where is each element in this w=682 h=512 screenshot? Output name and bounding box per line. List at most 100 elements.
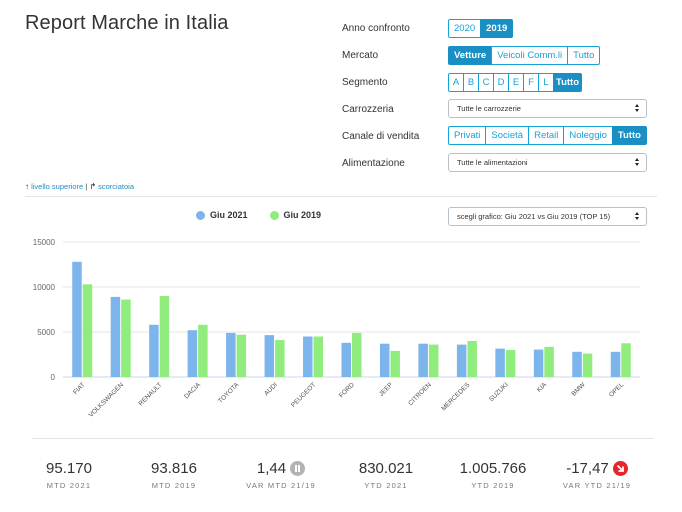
bar [72,261,82,377]
stat-value-text: -17,47 [566,460,609,477]
segmento-l-button[interactable]: L [538,73,554,92]
mercato-vetture-button[interactable]: Vetture [448,46,493,65]
stat-var-ytd: -17,47 VAR YTD 21/19 [542,460,652,490]
stat-var-mtd: 1,44 VAR MTD 21/19 [226,460,336,490]
chart-legend: Giu 2021 Giu 2019 [196,210,343,220]
bar [572,351,582,377]
divider [32,438,654,439]
bar [390,350,400,377]
x-tick-label: JEEP [378,381,394,397]
legend-item-giu-2019[interactable]: Giu 2019 [269,210,322,220]
bar [582,353,593,377]
segmento-tutto-button[interactable]: Tutto [553,73,582,92]
alimentazione-select-value: Tutte le alimentazioni [457,158,528,167]
mercato-veicoli-comm-button[interactable]: Veicoli Comm.li [491,46,569,65]
filter-label-segmento: Segmento [342,77,388,88]
bar [352,332,362,377]
segmento-b-button[interactable]: B [463,73,479,92]
canale-retail-button[interactable]: Retail [528,126,565,145]
stat-ytd-2019: 1.005.766 YTD 2019 [438,460,548,490]
y-tick-label: 10000 [33,283,56,292]
segmento-toggle: A B C D E F L Tutto [448,73,582,92]
x-tick-label: DACIA [183,381,202,400]
share-arrow-icon: ↱ [89,182,97,191]
nav-links: ↑ livello superiore | ↱ scorciatoia [25,182,134,191]
filter-label-mercato: Mercato [342,50,379,61]
x-tick-label: BMW [571,381,588,398]
bar-chart: 0 5000 10000 15000 FIAT VOLKSWAGEN RENAULT DACI… [33,238,640,419]
bar [303,336,313,377]
bar [456,344,467,377]
canale-noleggio-button[interactable]: Noleggio [563,126,613,145]
stat-value-text: 95.170 [46,460,92,477]
segmento-f-button[interactable]: F [523,73,539,92]
bar [121,299,131,377]
bar [621,343,631,377]
select-caret-icon [635,157,640,168]
segmento-a-button[interactable]: A [448,73,464,92]
bar [149,324,159,377]
bar [379,343,390,377]
legend-label: Giu 2019 [283,210,322,220]
scorciatoia-link[interactable]: scorciatoia [98,182,134,191]
x-tick-label: TOYOTA [217,381,241,405]
bar [159,296,170,377]
x-tick-label: KIA [536,381,549,394]
filter-label-anno-confronto: Anno confronto [342,23,410,34]
stat-label: MTD 2019 [151,481,197,490]
x-tick-label: PEUGEOT [290,381,317,408]
arrow-up-icon: ↑ [25,182,29,191]
bar [341,342,351,377]
anno-confronto-toggle: 2020 2019 [448,19,514,38]
anno-2019-button[interactable]: 2019 [480,19,514,38]
stat-value-text: 830.021 [358,460,414,477]
legend-dot-icon [269,210,279,220]
carrozzeria-select[interactable]: Tutte le carrozzerie [448,99,647,118]
legend-item-giu-2021[interactable]: Giu 2021 [196,210,248,220]
filter-label-alimentazione: Alimentazione [342,158,405,169]
segmento-e-button[interactable]: E [508,73,524,92]
canale-tutto-button[interactable]: Tutto [611,126,647,145]
filter-label-canale-vendita: Canale di vendita [342,131,420,142]
y-tick-label: 5000 [37,328,55,337]
bar [505,350,516,377]
canale-societa-button[interactable]: Società [485,126,530,145]
bar [495,348,505,377]
anno-2020-button[interactable]: 2020 [448,19,482,38]
bar [533,349,544,377]
stat-value: 95.170 [14,460,124,477]
x-tick-label: MERCEDES [440,381,471,412]
bar [110,296,121,377]
chart-type-select[interactable]: scegli grafico: Giu 2021 vs Giu 2019 (TO… [448,207,647,226]
bar [428,344,439,377]
livello-superiore-link[interactable]: livello superiore [31,182,84,191]
bar [82,284,93,377]
segmento-d-button[interactable]: D [493,73,509,92]
bar [198,324,208,377]
mercato-tutto-button[interactable]: Tutto [567,46,601,65]
x-tick-label: RENAULT [138,381,164,407]
stat-label: MTD 2021 [46,481,92,490]
bar [544,346,554,377]
canale-privati-button[interactable]: Privati [448,126,487,145]
bar [313,336,324,377]
segmento-c-button[interactable]: C [478,73,494,92]
x-tick-label: OPEL [608,381,625,398]
canale-vendita-toggle: Privati Società Retail Noleggio Tutto [448,126,647,145]
stat-mtd-2021: 95.170 MTD 2021 [14,460,124,490]
pause-icon [290,461,306,476]
x-tick-label: CITROEN [407,381,433,407]
y-tick-label: 0 [51,373,56,382]
stat-value: 93.816 [119,460,229,477]
filter-label-carrozzeria: Carrozzeria [342,104,394,115]
y-tick-label: 15000 [33,238,56,247]
bar [226,332,236,377]
stat-label: YTD 2019 [471,481,515,490]
stat-value: 1,44 [226,460,336,477]
down-arrow-icon [612,461,628,476]
x-tick-label: AUDI [263,381,279,397]
stat-label: VAR YTD 21/19 [562,481,632,490]
stat-label: YTD 2021 [364,481,408,490]
divider [25,196,657,197]
alimentazione-select[interactable]: Tutte le alimentazioni [448,153,647,172]
